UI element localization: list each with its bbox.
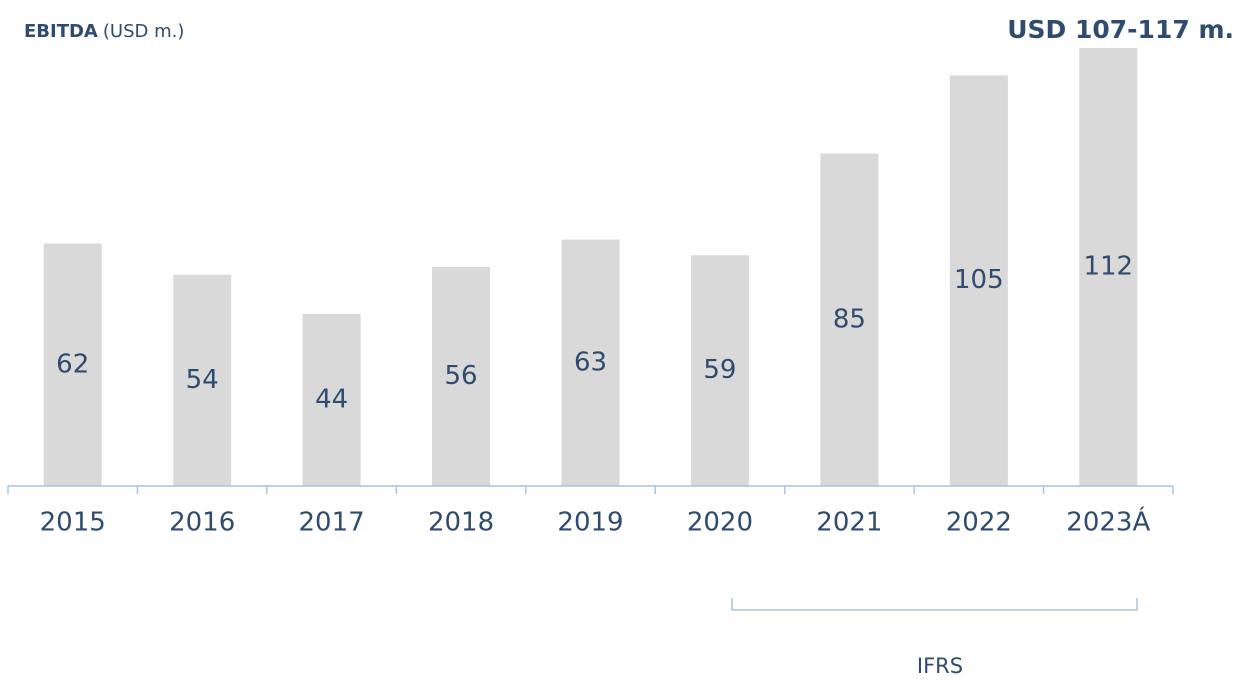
bar <box>173 274 232 486</box>
x-tick-label: 2022 <box>946 508 1012 538</box>
value-label: 54 <box>186 365 219 395</box>
bracket-label: IFRS <box>917 654 963 678</box>
annotation: USD 107-117 m. <box>1007 15 1234 44</box>
chart-title: EBITDA <box>24 21 98 42</box>
bar <box>949 75 1008 486</box>
value-label: 112 <box>1083 252 1133 282</box>
x-tick-label: 2017 <box>299 508 365 538</box>
value-label: 105 <box>954 265 1004 295</box>
value-label: 59 <box>703 355 736 385</box>
bar <box>43 243 102 486</box>
bar <box>820 153 879 486</box>
bar <box>690 255 749 486</box>
value-label: 62 <box>56 349 89 379</box>
bar <box>432 267 491 486</box>
x-tick-label: 2021 <box>816 508 882 538</box>
chart-title-group: EBITDA (USD m.) <box>24 21 184 42</box>
x-tick-label: 2016 <box>169 508 235 538</box>
bar <box>302 313 361 486</box>
bar <box>1079 48 1138 486</box>
bracket <box>731 598 1138 611</box>
x-tick-label: 2019 <box>557 508 623 538</box>
chart-subtitle: (USD m.) <box>103 21 184 42</box>
value-label: 56 <box>445 361 478 391</box>
bar <box>561 239 620 486</box>
x-tick-label: 2023Á <box>1066 506 1150 538</box>
value-label: 44 <box>315 384 348 414</box>
x-tick-label: 2020 <box>687 508 753 538</box>
value-label: 85 <box>833 304 866 334</box>
value-label: 63 <box>574 347 607 377</box>
x-tick-label: 2015 <box>40 508 106 538</box>
x-tick-label: 2018 <box>428 508 494 538</box>
